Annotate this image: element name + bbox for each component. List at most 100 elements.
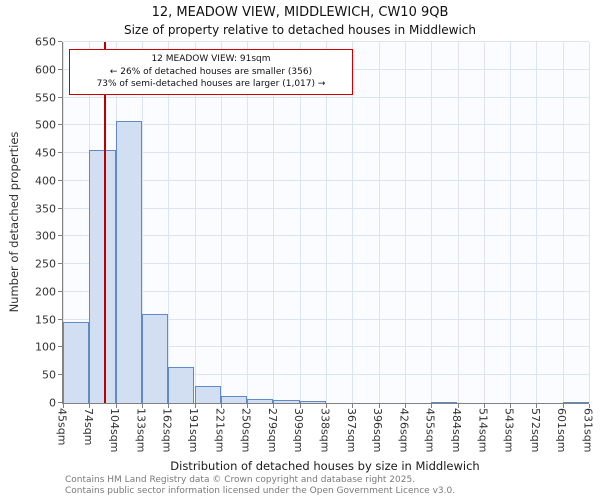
x-tick-label: 279sqm <box>265 408 279 453</box>
y-tick-mark <box>58 402 62 403</box>
y-tick-label: 500 <box>35 118 56 132</box>
x-tick-mark <box>141 404 143 408</box>
x-tick-mark <box>352 404 354 408</box>
x-tick-mark <box>89 404 91 408</box>
y-tick-label: 150 <box>35 313 56 327</box>
gridline-vertical <box>562 42 564 403</box>
histogram-bar <box>141 314 169 403</box>
annotation-larger-line: 73% of semi-detached houses are larger (… <box>96 79 326 90</box>
y-tick-label: 100 <box>35 340 56 354</box>
y-tick-label: 300 <box>35 229 56 243</box>
x-tick-label: 514sqm <box>476 408 490 453</box>
y-tick-label: 450 <box>35 146 56 160</box>
histogram-bar <box>194 386 221 403</box>
histogram-bar <box>299 401 326 403</box>
histogram-bar <box>115 120 142 403</box>
x-tick-label: 396sqm <box>371 408 385 453</box>
chart-subtitle: Size of property relative to detached ho… <box>123 23 477 37</box>
x-tick-mark <box>404 404 406 408</box>
gridline-horizontal <box>63 152 589 154</box>
annotation-box: 12 MEADOW VIEW: 91sqm ← 26% of detached … <box>69 49 353 95</box>
annotation-property-line: 12 MEADOW VIEW: 91sqm <box>151 54 271 64</box>
x-tick-label: 572sqm <box>528 408 542 453</box>
gridline-vertical <box>194 42 196 403</box>
y-tick-label: 0 <box>49 396 56 410</box>
x-tick-mark <box>247 404 249 408</box>
x-tick-label: 104sqm <box>108 408 122 453</box>
histogram-bar <box>220 395 248 403</box>
histogram-bar <box>168 366 195 403</box>
x-tick-label: 221sqm <box>213 408 227 453</box>
gridline-horizontal <box>63 374 589 376</box>
x-axis-label: Distribution of detached houses by size … <box>170 459 480 473</box>
gridline-vertical <box>404 42 406 403</box>
gridline-vertical <box>536 42 538 403</box>
x-tick-mark <box>378 404 380 408</box>
y-tick-label: 350 <box>35 202 56 216</box>
x-tick-mark <box>220 404 222 408</box>
x-tick-mark <box>194 404 196 408</box>
y-tick-label: 400 <box>35 174 56 188</box>
gridline-vertical <box>378 42 380 403</box>
x-tick-label: 601sqm <box>555 408 569 453</box>
histogram-bar <box>247 398 274 403</box>
y-tick-mark <box>58 179 62 181</box>
x-tick-mark <box>273 404 275 408</box>
gridline-vertical <box>273 42 275 403</box>
y-tick-mark <box>58 346 62 348</box>
x-tick-label: 133sqm <box>134 408 148 453</box>
x-tick-mark <box>457 404 459 408</box>
x-tick-mark <box>326 404 327 408</box>
gridline-vertical <box>510 42 512 403</box>
y-tick-label: 600 <box>35 63 56 77</box>
gridline-horizontal <box>63 96 589 98</box>
x-tick-mark <box>299 404 301 408</box>
gridline-vertical <box>220 42 222 403</box>
gridline-vertical <box>589 42 590 403</box>
x-tick-label: 426sqm <box>397 408 411 453</box>
x-tick-mark <box>63 404 64 408</box>
x-tick-label: 367sqm <box>344 408 358 453</box>
x-tick-label: 338sqm <box>318 408 332 453</box>
y-tick-mark <box>58 207 62 209</box>
y-tick-label: 550 <box>35 91 56 105</box>
x-tick-mark <box>510 404 512 408</box>
y-tick-label: 50 <box>42 368 56 382</box>
x-tick-label: 162sqm <box>160 408 174 453</box>
gridline-horizontal <box>63 124 589 126</box>
gridline-vertical <box>63 42 64 403</box>
x-tick-label: 191sqm <box>187 408 200 453</box>
footer-copyright-line: Contains HM Land Registry data © Crown c… <box>65 475 416 485</box>
y-tick-mark <box>58 374 62 376</box>
y-tick-mark <box>58 318 62 320</box>
gridline-vertical <box>326 42 327 403</box>
gridline-horizontal <box>63 41 589 42</box>
histogram-bar <box>89 150 116 403</box>
gridline-vertical <box>483 42 485 403</box>
gridline-vertical <box>168 42 170 403</box>
x-tick-mark <box>483 404 485 408</box>
y-tick-mark <box>58 235 62 237</box>
chart-title: 12, MEADOW VIEW, MIDDLEWICH, CW10 9QB <box>151 5 449 20</box>
gridline-vertical <box>457 42 459 403</box>
x-tick-label: 543sqm <box>502 408 516 453</box>
gridline-vertical <box>431 42 433 403</box>
y-tick-label: 650 <box>35 35 56 49</box>
gridline-horizontal <box>63 318 589 320</box>
x-tick-mark <box>589 404 590 408</box>
gridline-horizontal <box>63 290 589 292</box>
footer-licence-line: Contains public sector information licen… <box>65 486 456 496</box>
y-tick-label: 200 <box>35 285 56 299</box>
y-tick-mark <box>58 152 62 154</box>
x-tick-mark <box>115 404 117 408</box>
gridline-vertical <box>247 42 249 403</box>
gridline-vertical <box>299 42 301 403</box>
gridline-horizontal <box>63 346 589 348</box>
y-tick-mark <box>58 96 62 98</box>
x-tick-label: 631sqm <box>581 408 595 453</box>
histogram-bar <box>431 401 458 403</box>
x-tick-mark <box>168 404 170 408</box>
x-tick-mark <box>431 404 433 408</box>
x-tick-label: 455sqm <box>423 408 437 453</box>
